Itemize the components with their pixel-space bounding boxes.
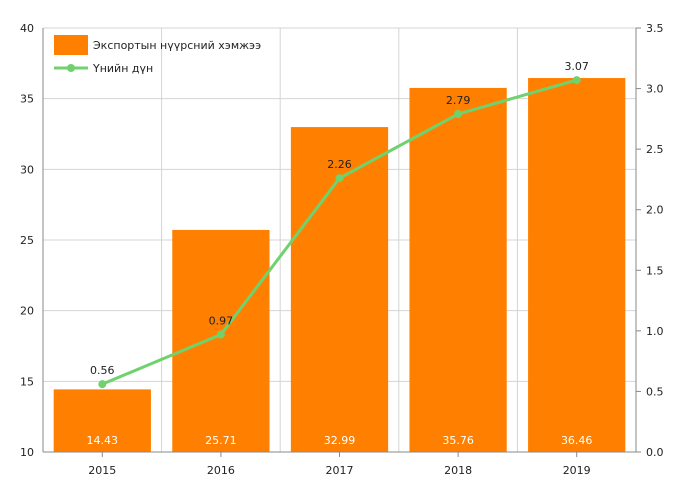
y-left-tick-label: 10 (20, 446, 34, 459)
point-data-label: 0.97 (209, 314, 234, 327)
axes: 10 15 20 25 30 35 40 0.0 0.5 1.0 1.5 2.0 2.5 3.0 3.5 20… (20, 22, 664, 477)
line-point (98, 380, 107, 389)
y-right-tick-label: 1.0 (646, 325, 664, 338)
legend-swatch-bar (54, 35, 88, 55)
x-tick-label: 2016 (207, 464, 235, 477)
y-left-tick-label: 35 (20, 93, 34, 106)
bar-data-label: 14.43 (87, 434, 119, 447)
y-left-tick-label: 20 (20, 305, 34, 318)
line-point (335, 174, 344, 183)
y-right-tick-label: 1.5 (646, 264, 664, 277)
x-tick-label: 2015 (88, 464, 116, 477)
legend-label-bar: Экспортын нүүрсний хэмжээ (93, 39, 261, 52)
x-tick-label: 2019 (563, 464, 591, 477)
y-left-tick-label: 25 (20, 234, 34, 247)
legend: Экспортын нүүрсний хэмжээ Үнийн дүн (54, 35, 261, 75)
bar-series: 14.43 25.71 32.99 35.76 36.46 (53, 78, 626, 453)
x-tick-label: 2018 (444, 464, 472, 477)
y-right-tick-label: 3.0 (646, 83, 664, 96)
line-point (216, 330, 225, 339)
legend-label-line: Үнийн дүн (92, 62, 153, 75)
bar (528, 78, 626, 453)
x-tick-label: 2017 (326, 464, 354, 477)
y-left-tick-label: 30 (20, 163, 34, 176)
legend-swatch-point (67, 64, 75, 72)
line-point (454, 110, 463, 119)
line-point (572, 76, 581, 85)
line-series: 0.56 0.97 2.26 2.79 3.07 (90, 60, 589, 389)
y-right-tick-label: 3.5 (646, 22, 664, 35)
y-right-tick-label: 2.0 (646, 204, 664, 217)
bar (409, 87, 507, 453)
point-data-label: 3.07 (564, 60, 589, 73)
bar-data-label: 36.46 (561, 434, 593, 447)
bar-data-label: 25.71 (205, 434, 237, 447)
y-left-tick-label: 40 (20, 22, 34, 35)
y-right-tick-label: 0.5 (646, 385, 664, 398)
y-left-tick-label: 15 (20, 375, 34, 388)
point-data-label: 0.56 (90, 364, 115, 377)
point-data-label: 2.26 (327, 158, 352, 171)
bar-data-label: 32.99 (324, 434, 356, 447)
y-right-tick-label: 0.0 (646, 446, 664, 459)
point-data-label: 2.79 (446, 94, 471, 107)
bar (53, 389, 151, 452)
bar (172, 229, 270, 452)
bar-data-label: 35.76 (442, 434, 474, 447)
y-right-tick-label: 2.5 (646, 143, 664, 156)
